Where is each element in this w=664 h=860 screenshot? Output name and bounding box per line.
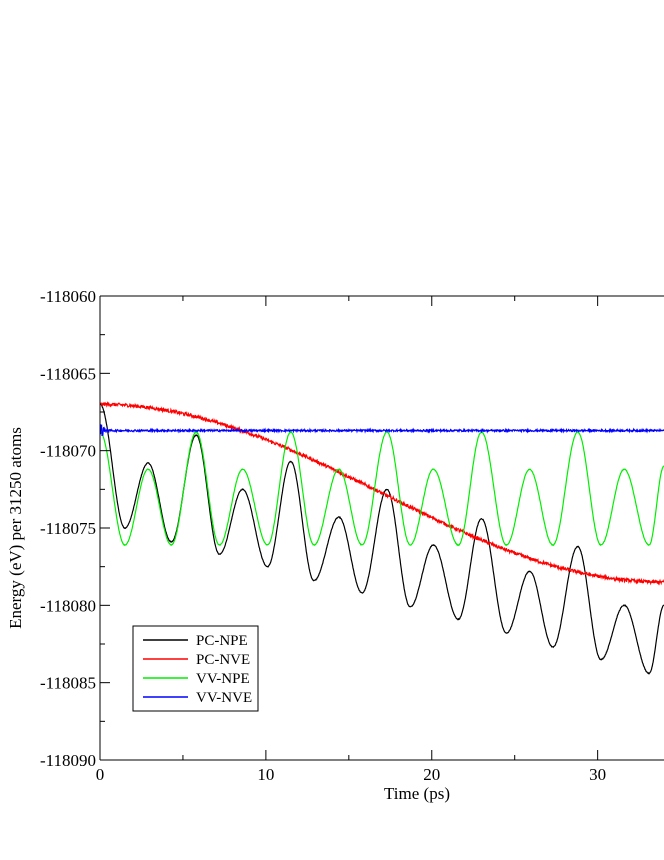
series-line-vv-nve [100,424,664,437]
series-line-pc-nve [100,401,664,586]
series-line-vv-npe [100,430,664,547]
y-tick-label: -118085 [40,674,96,693]
x-tick-label: 0 [96,765,105,784]
ticks-layer: 0 10 20 30 -118090 -118085 -118080 -118075 -1180… [40,287,606,784]
legend: PC-NPE PC-NVE VV-NPE VV-NVE [132,625,259,712]
legend-label: PC-NVE [196,652,250,668]
series-layer [100,401,664,675]
x-tick-label: 10 [257,765,274,784]
y-axis-title: Energy (eV) per 31250 atoms [6,427,25,629]
y-tick-label: -118075 [40,519,96,538]
y-tick-label: -118080 [40,596,96,615]
x-tick-label: 30 [589,765,606,784]
legend-label: VV-NVE [196,690,252,706]
x-tick-label: 20 [423,765,440,784]
y-tick-label: -118060 [40,287,96,306]
legend-label: VV-NPE [196,671,250,687]
legend-label: PC-NPE [196,633,248,649]
y-tick-label: -118090 [40,751,96,770]
series-line-pc-npe [100,403,664,675]
y-tick-label: -118070 [40,442,96,461]
x-axis-title: Time (ps) [384,784,450,803]
y-tick-label: -118065 [40,364,96,383]
